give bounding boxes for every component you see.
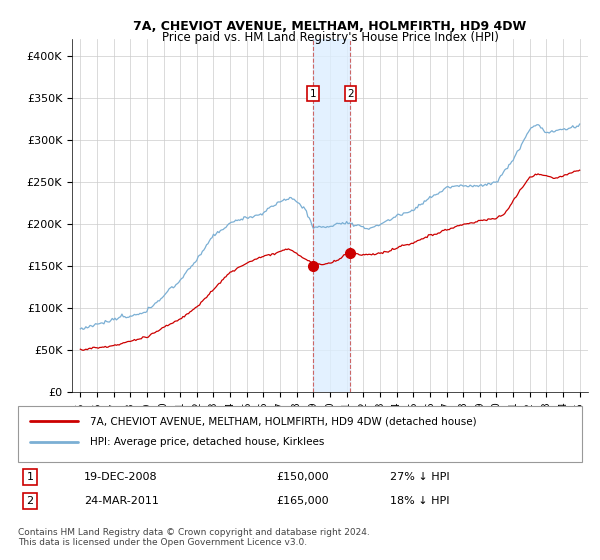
Text: 1: 1 <box>26 472 34 482</box>
Text: 18% ↓ HPI: 18% ↓ HPI <box>390 496 449 506</box>
Text: Price paid vs. HM Land Registry's House Price Index (HPI): Price paid vs. HM Land Registry's House … <box>161 31 499 44</box>
Text: £165,000: £165,000 <box>276 496 329 506</box>
Text: 19-DEC-2008: 19-DEC-2008 <box>84 472 158 482</box>
Text: 2: 2 <box>26 496 34 506</box>
Text: 7A, CHEVIOT AVENUE, MELTHAM, HOLMFIRTH, HD9 4DW (detached house): 7A, CHEVIOT AVENUE, MELTHAM, HOLMFIRTH, … <box>90 416 476 426</box>
Text: 1: 1 <box>310 89 316 99</box>
Bar <box>313 39 350 392</box>
Text: 7A, CHEVIOT AVENUE, MELTHAM, HOLMFIRTH, HD9 4DW: 7A, CHEVIOT AVENUE, MELTHAM, HOLMFIRTH, … <box>133 20 527 32</box>
Text: 2: 2 <box>347 89 354 99</box>
Text: £150,000: £150,000 <box>276 472 329 482</box>
Text: Contains HM Land Registry data © Crown copyright and database right 2024.
This d: Contains HM Land Registry data © Crown c… <box>18 528 370 547</box>
Text: 24-MAR-2011: 24-MAR-2011 <box>84 496 159 506</box>
Text: HPI: Average price, detached house, Kirklees: HPI: Average price, detached house, Kirk… <box>90 437 325 447</box>
Text: 27% ↓ HPI: 27% ↓ HPI <box>390 472 449 482</box>
